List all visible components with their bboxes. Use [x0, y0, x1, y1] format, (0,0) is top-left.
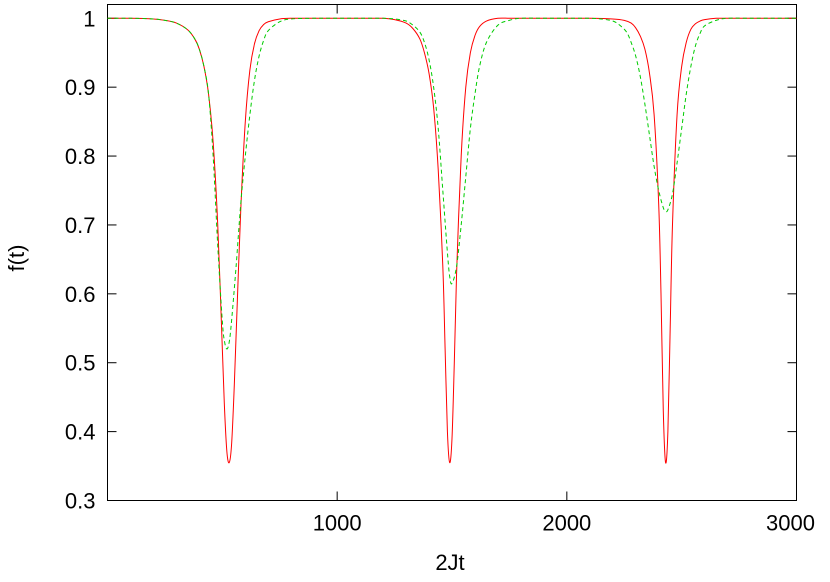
plot-frame — [107, 4, 797, 501]
y-axis-ticks: 0.3 0.4 0.5 0.6 0.7 0.8 0.9 1 — [65, 6, 797, 514]
x-tick-label: 3000 — [766, 511, 815, 536]
y-tick-label: 0.6 — [65, 282, 96, 307]
y-tick-label: 0.9 — [65, 75, 96, 100]
y-tick-label: 1 — [83, 6, 95, 31]
x-tick-label: 2000 — [542, 511, 591, 536]
x-axis-label: 2Jt — [435, 550, 464, 575]
y-tick-label: 0.5 — [65, 351, 96, 376]
y-axis-label: f(t) — [4, 245, 29, 272]
y-tick-label: 0.3 — [65, 489, 96, 514]
x-axis-ticks: 1000 2000 3000 — [313, 4, 815, 536]
x-tick-label: 1000 — [313, 511, 362, 536]
series-line-2 — [107, 17, 797, 350]
series-line-1 — [107, 17, 797, 464]
y-tick-label: 0.4 — [65, 420, 96, 445]
series-layer — [107, 17, 797, 464]
y-tick-label: 0.8 — [65, 144, 96, 169]
y-tick-label: 0.7 — [65, 213, 96, 238]
